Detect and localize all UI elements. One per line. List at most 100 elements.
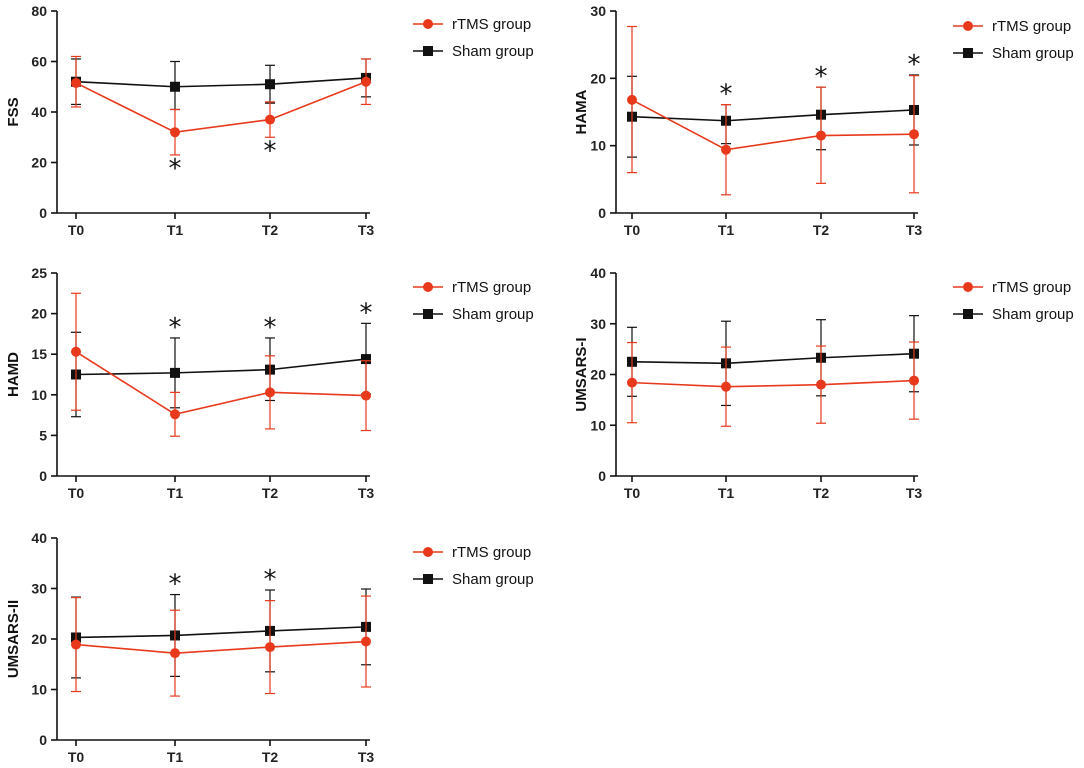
legend-item-sham: Sham group xyxy=(413,306,534,323)
y-tick-label: 20 xyxy=(590,70,606,86)
significance-asterisk: * xyxy=(169,313,182,343)
series-line xyxy=(631,99,915,151)
y-tick-label: 60 xyxy=(31,54,47,70)
y-tick-label: 0 xyxy=(598,468,606,484)
series-sham xyxy=(627,315,919,407)
series-sham xyxy=(71,58,371,111)
series-line xyxy=(75,626,367,639)
legend-item-rtms: rTMS group xyxy=(413,544,531,561)
data-point-circle xyxy=(71,77,81,88)
series-line xyxy=(75,351,367,416)
y-tick-label: 25 xyxy=(31,265,47,281)
data-point-circle xyxy=(170,127,180,138)
data-point-circle xyxy=(265,114,275,125)
data-point-circle xyxy=(627,94,637,105)
legend-item-rtms: rTMS group xyxy=(413,16,531,33)
legend-marker-circle xyxy=(423,19,433,29)
data-point-circle xyxy=(721,381,731,392)
y-tick-label: 5 xyxy=(39,427,47,443)
significance-asterisk: * xyxy=(264,313,277,343)
legend-label: rTMS group xyxy=(452,544,531,561)
legend-marker-square xyxy=(963,309,973,319)
y-tick-label: 20 xyxy=(31,306,47,322)
chart-panel-2: 0 5 10 15 20 25 T0 T1 T2 T3 HAMD * * * rTMS group Sham … xyxy=(5,265,534,501)
data-point-circle xyxy=(71,346,81,357)
legend-label: rTMS group xyxy=(452,16,531,33)
y-tick-label: 10 xyxy=(590,417,606,433)
series-rtms xyxy=(71,55,371,156)
series-rtms xyxy=(627,25,919,196)
legend-item-rtms: rTMS group xyxy=(413,279,531,296)
data-point-circle xyxy=(71,639,81,650)
x-tick-label: T1 xyxy=(718,222,735,238)
y-tick-label: 30 xyxy=(590,316,606,332)
x-tick-label: T1 xyxy=(718,485,735,501)
data-point-circle xyxy=(721,144,731,155)
data-point-circle xyxy=(361,76,371,87)
legend-item-rtms: rTMS group xyxy=(953,279,1071,296)
x-tick-label: T3 xyxy=(906,222,923,238)
data-point-circle xyxy=(627,377,637,388)
y-tick-label: 40 xyxy=(590,265,606,281)
data-point-circle xyxy=(909,375,919,386)
significance-asterisk: * xyxy=(264,565,277,595)
y-tick-label: 10 xyxy=(31,682,47,698)
y-tick-label: 80 xyxy=(31,3,47,19)
legend-marker-circle xyxy=(423,547,433,557)
y-tick-label: 10 xyxy=(31,387,47,403)
y-tick-label: 0 xyxy=(39,205,47,221)
x-tick-label: T2 xyxy=(813,485,830,501)
y-axis-label: UMSARS-II xyxy=(5,600,22,678)
legend-item-rtms: rTMS group xyxy=(953,18,1071,35)
x-tick-label: T3 xyxy=(358,485,375,501)
series-sham xyxy=(71,322,371,418)
x-tick-label: T0 xyxy=(68,749,85,765)
x-tick-label: T1 xyxy=(167,749,184,765)
series-sham xyxy=(71,588,371,679)
legend-label: Sham group xyxy=(992,45,1074,62)
x-tick-label: T0 xyxy=(624,485,641,501)
data-point-circle xyxy=(361,390,371,401)
legend-marker-square xyxy=(423,574,433,584)
x-tick-label: T0 xyxy=(624,222,641,238)
significance-asterisk: * xyxy=(264,136,277,166)
y-tick-label: 40 xyxy=(31,530,47,546)
data-point-circle xyxy=(170,409,180,420)
data-point-circle xyxy=(816,130,826,141)
x-tick-label: T2 xyxy=(262,749,279,765)
legend-marker-square xyxy=(423,309,433,319)
series-sham xyxy=(627,74,919,158)
series-line xyxy=(75,640,367,654)
y-axis-label: HAMD xyxy=(5,352,22,397)
data-point-square xyxy=(170,81,180,92)
data-point-circle xyxy=(170,648,180,659)
data-point-square xyxy=(265,79,275,90)
y-tick-label: 10 xyxy=(590,138,606,154)
x-tick-label: T2 xyxy=(262,485,279,501)
data-point-circle xyxy=(909,129,919,140)
y-tick-label: 0 xyxy=(39,732,47,748)
y-tick-label: 0 xyxy=(39,468,47,484)
legend-marker-circle xyxy=(963,282,973,292)
legend-marker-square xyxy=(963,48,973,58)
legend-label: Sham group xyxy=(452,43,534,60)
series-line xyxy=(631,352,915,365)
x-tick-label: T1 xyxy=(167,222,184,238)
x-tick-label: T0 xyxy=(68,222,85,238)
legend-label: Sham group xyxy=(452,306,534,323)
legend-item-sham: Sham group xyxy=(953,306,1074,323)
x-tick-label: T2 xyxy=(813,222,830,238)
data-point-circle xyxy=(265,642,275,653)
legend-label: rTMS group xyxy=(992,279,1071,296)
y-tick-label: 30 xyxy=(31,581,47,597)
y-tick-label: 30 xyxy=(590,3,606,19)
series-line xyxy=(75,80,367,134)
x-tick-label: T1 xyxy=(167,485,184,501)
chart-panel-4: 0 10 20 30 40 T0 T1 T2 T3 UMSARS-II * * rTMS group Sh… xyxy=(5,530,534,765)
x-tick-label: T0 xyxy=(68,485,85,501)
x-tick-label: T3 xyxy=(358,749,375,765)
series-line xyxy=(75,358,367,376)
series-line xyxy=(75,77,367,88)
y-tick-label: 40 xyxy=(31,104,47,120)
